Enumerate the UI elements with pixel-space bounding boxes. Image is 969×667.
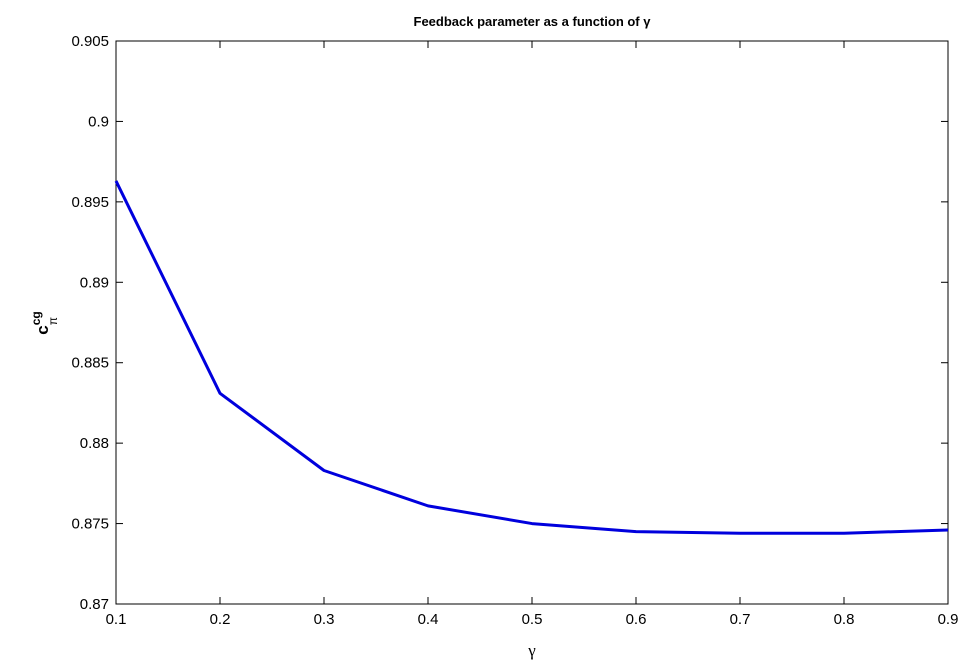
plot-frame: [115, 40, 949, 605]
x-tick-label: 0.5: [522, 611, 543, 628]
x-axis-label: γ: [527, 641, 536, 660]
y-tick-label: 0.9: [88, 113, 109, 130]
chart-title: Feedback parameter as a function of γ: [414, 14, 652, 29]
x-tick-label: 0.3: [314, 611, 335, 628]
x-tick-label: 0.1: [106, 611, 127, 628]
x-tick-label: 0.6: [626, 611, 647, 628]
series-layer: [114, 180, 949, 535]
x-tick-label: 0.4: [418, 611, 439, 628]
y-axis-label: ccg π: [29, 311, 60, 334]
series-line: [114, 180, 949, 535]
y-axis-ticks: 0.87 0.875 0.88 0.885 0.89 0.895 0.9 0.905: [71, 33, 948, 613]
y-tick-label: 0.885: [71, 355, 109, 372]
y-axis-label-subscript: π: [46, 317, 60, 325]
y-tick-label: 0.88: [80, 435, 109, 452]
x-axis-ticks: 0.1 0.2 0.3 0.4 0.5 0.6 0.7 0.8 0.9: [106, 41, 959, 628]
x-tick-label: 0.2: [210, 611, 231, 628]
x-tick-label: 0.7: [730, 611, 751, 628]
y-tick-label: 0.875: [71, 516, 109, 533]
y-tick-label: 0.905: [71, 33, 109, 50]
y-axis-label-base: c: [33, 325, 52, 334]
y-tick-label: 0.89: [80, 274, 109, 291]
x-tick-label: 0.9: [938, 611, 959, 628]
y-tick-label: 0.895: [71, 194, 109, 211]
y-tick-label: 0.87: [80, 596, 109, 613]
y-axis-label-superscript: cg: [29, 311, 43, 325]
x-tick-label: 0.8: [834, 611, 855, 628]
